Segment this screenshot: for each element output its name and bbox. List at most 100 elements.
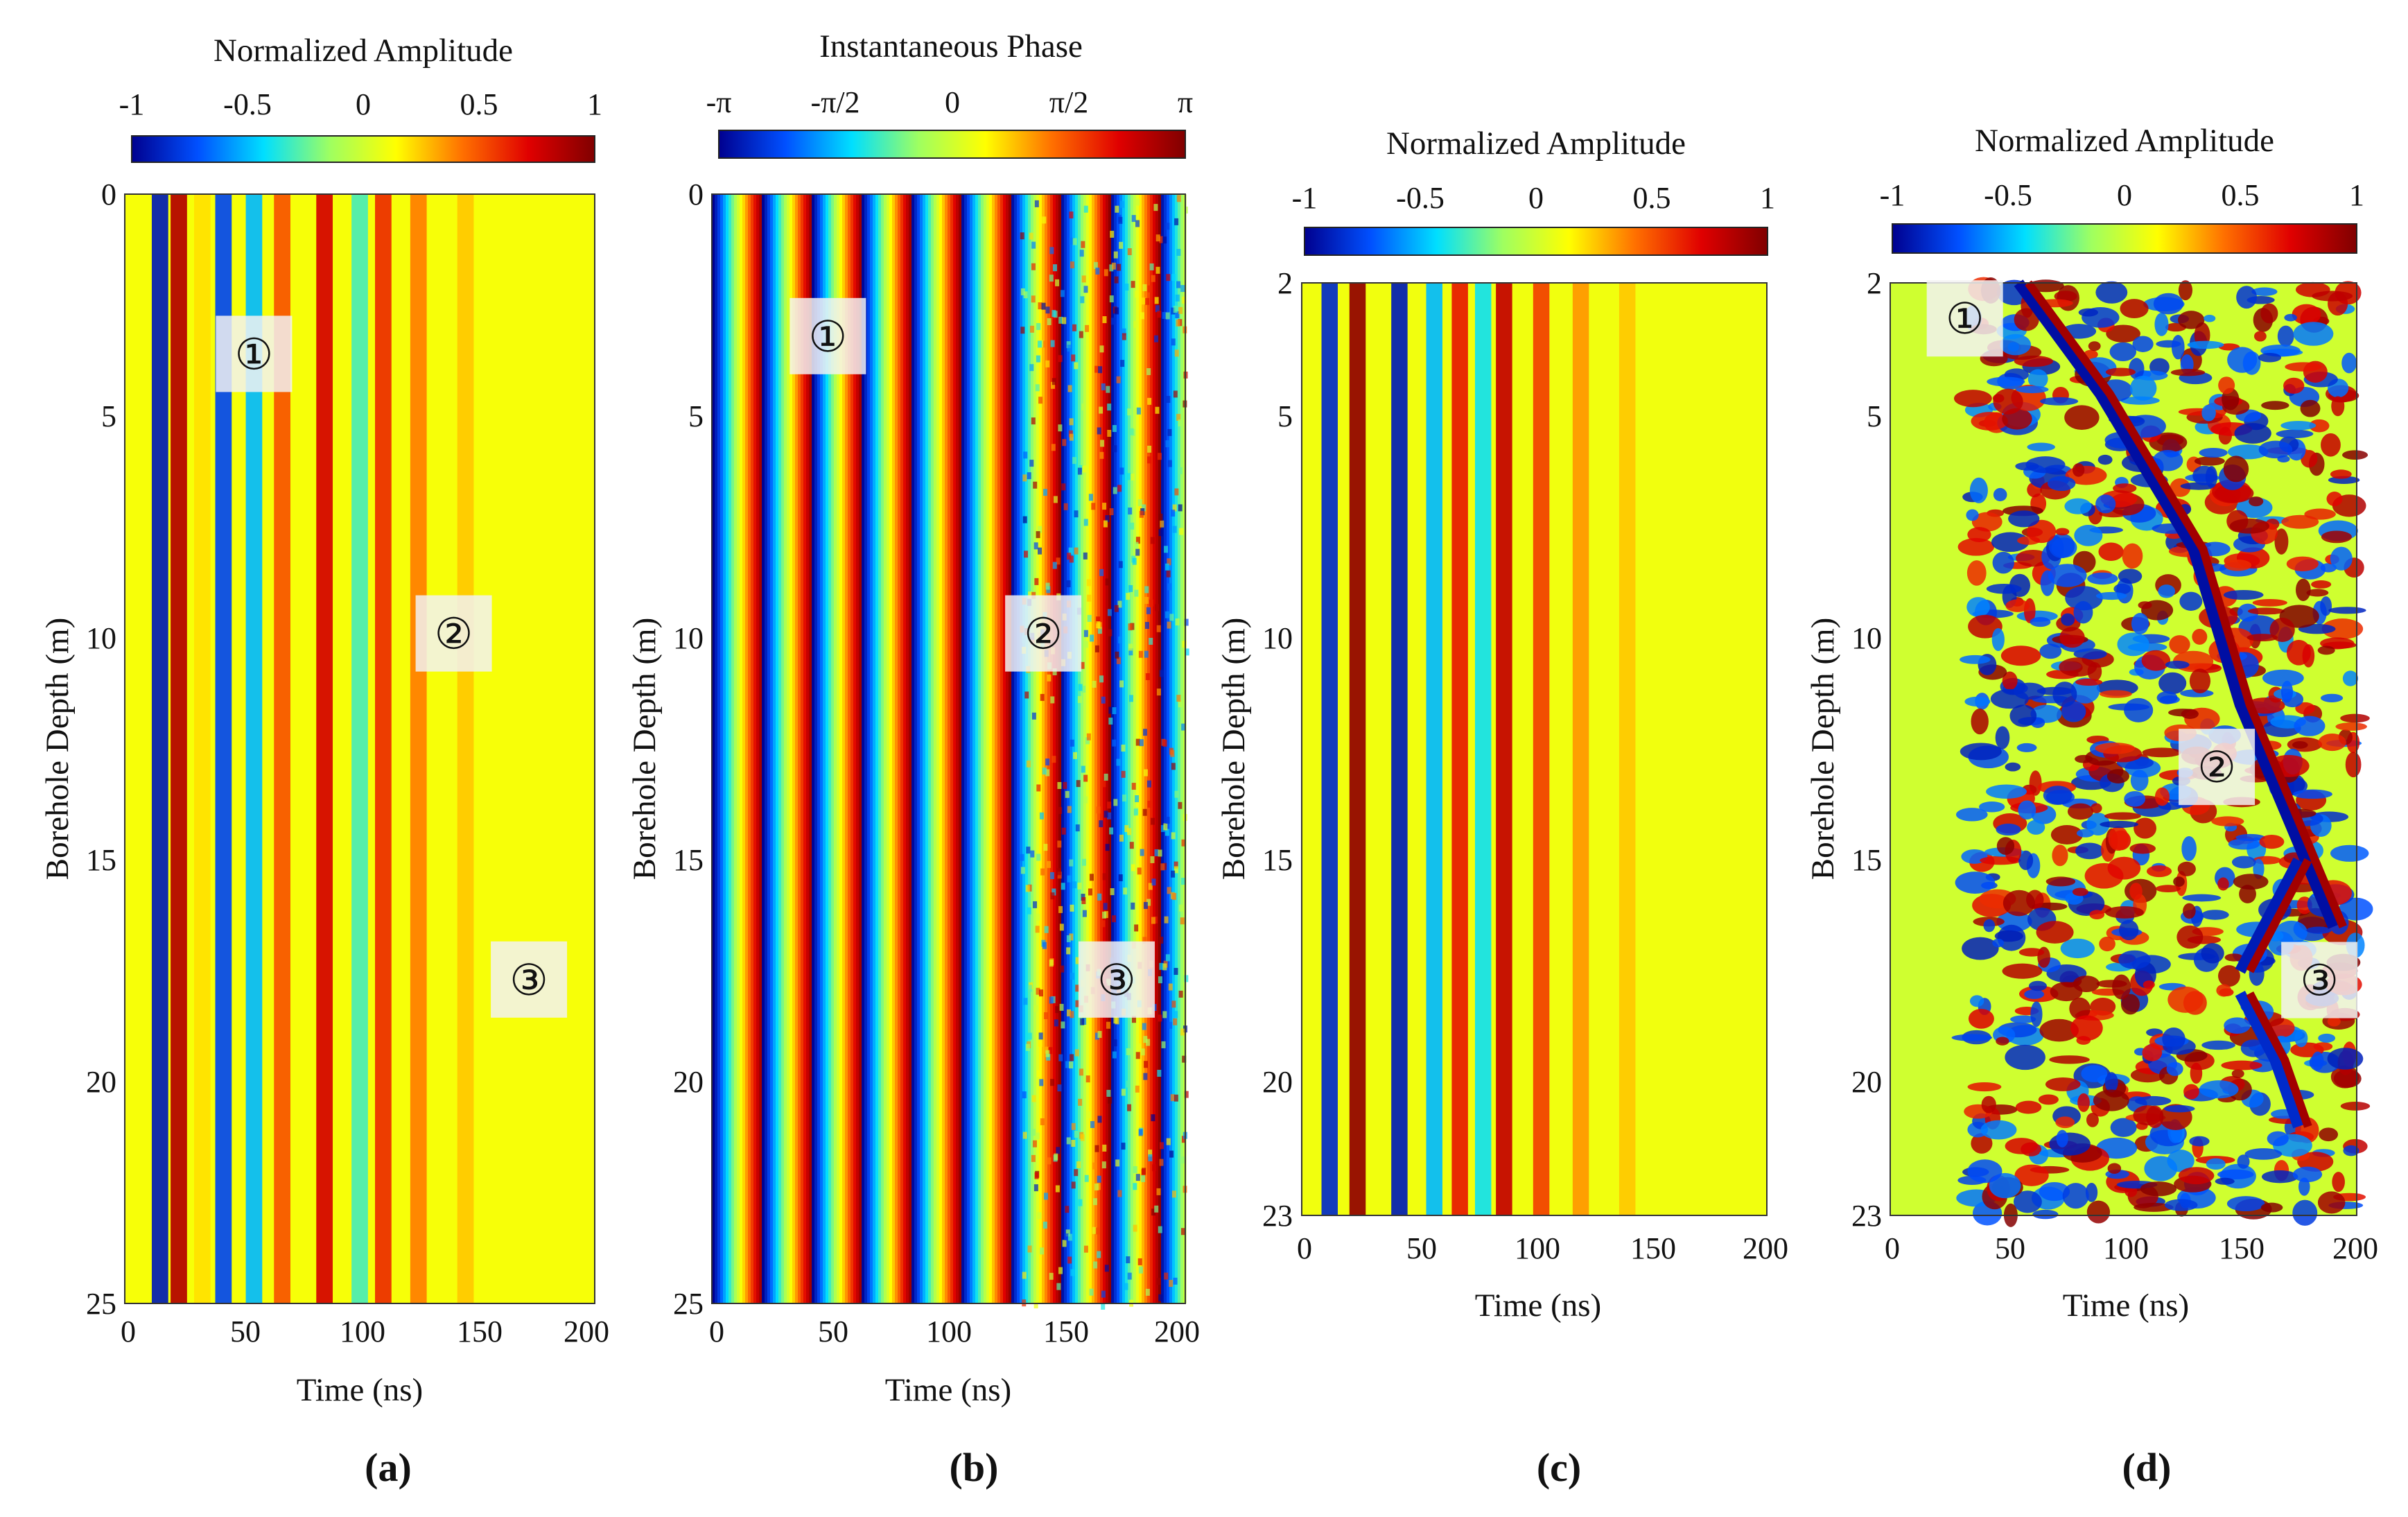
heatmap-noise — [1083, 286, 1088, 293]
heatmap-noise — [1175, 311, 1180, 319]
heatmap-noise — [1131, 215, 1136, 223]
heatmap-noise — [1162, 311, 1167, 319]
heatmap-blob — [2049, 1055, 2090, 1064]
heatmap-band — [274, 194, 290, 1303]
markers: ① ② ③ — [1926, 280, 2358, 1018]
heatmap-band — [1142, 194, 1145, 1303]
heatmap-noise — [1045, 1050, 1050, 1057]
heatmap-noise — [1156, 1278, 1161, 1285]
heatmap-noise — [1144, 597, 1149, 605]
heatmap-blob — [2201, 404, 2216, 422]
heatmap-band — [1017, 194, 1020, 1303]
heatmap-band — [828, 194, 832, 1303]
heatmap-blob — [2008, 510, 2040, 528]
heatmap-noise — [1120, 360, 1125, 367]
heatmap-band — [1092, 194, 1095, 1303]
heatmap-blob — [2258, 353, 2282, 363]
heatmap-noise — [1115, 205, 1119, 213]
heatmap-blob — [2312, 291, 2353, 302]
heatmap-blob — [2330, 844, 2369, 862]
heatmap-noise — [1155, 604, 1160, 612]
heatmap-band — [1000, 194, 1004, 1303]
heatmap-noise — [1062, 317, 1067, 324]
heatmap-band — [767, 194, 771, 1303]
heatmap-noise — [1087, 594, 1092, 602]
heatmap-noise — [1083, 774, 1088, 782]
heatmap-blob — [1967, 527, 1991, 542]
heatmap-blob — [2179, 591, 2203, 611]
heatmap-noise — [1157, 453, 1162, 460]
heatmap-noise — [1174, 488, 1179, 496]
heatmap-blob — [2086, 1200, 2111, 1224]
heatmap-noise — [1103, 520, 1108, 528]
heatmap-noise — [1122, 328, 1126, 336]
panel-label: (b) — [950, 1445, 999, 1490]
heatmap-band — [734, 194, 738, 1303]
heatmap-noise — [1061, 827, 1066, 835]
heatmap-noise — [1135, 198, 1140, 206]
heatmap-noise — [1131, 783, 1136, 790]
heatmap-noise — [1172, 892, 1177, 900]
heatmap-band — [1061, 194, 1065, 1303]
x-tick-label: 150 — [2219, 1231, 2265, 1265]
heatmap-blob — [1969, 995, 1984, 1007]
x-axis-title: Time (ns) — [2063, 1288, 2189, 1324]
heatmap-blob — [2183, 903, 2196, 919]
heatmap-blob — [2131, 613, 2149, 634]
heatmap-noise — [1036, 322, 1041, 330]
heatmap-noise — [1078, 684, 1083, 691]
heatmap-blob — [2095, 591, 2127, 600]
heatmap-noise — [1120, 200, 1125, 208]
heatmap-blob — [2296, 578, 2311, 602]
y-tick-label: 20 — [673, 1065, 704, 1099]
heatmap-blob — [2306, 589, 2329, 597]
heatmap-noise — [1174, 861, 1178, 869]
heatmap-band — [795, 194, 799, 1303]
heatmap-band — [939, 194, 943, 1303]
heatmap-noise — [1171, 763, 1176, 770]
y-tick-label: 2 — [1867, 266, 1882, 300]
heatmap-noise — [1101, 383, 1106, 390]
heatmap-band — [1033, 194, 1037, 1303]
heatmap-blob — [2130, 770, 2149, 792]
heatmap-noise — [1067, 345, 1072, 352]
heatmap-blob — [2122, 543, 2143, 569]
heatmap-noise — [1134, 541, 1139, 549]
heatmap-noise — [1159, 1142, 1164, 1150]
heatmap-noise — [1070, 261, 1075, 269]
heatmap-noise — [1086, 1111, 1091, 1118]
heatmap-noise — [1135, 1085, 1140, 1093]
heatmap-noise — [1144, 622, 1149, 630]
y-tick-label: 15 — [673, 843, 704, 877]
heatmap-blob — [2120, 994, 2140, 1015]
heatmap-noise — [1029, 460, 1034, 467]
heatmap-noise — [1113, 799, 1118, 806]
heatmap-noise — [1102, 503, 1107, 510]
heatmap-noise — [1159, 236, 1164, 243]
heatmap-blob — [2178, 1167, 2215, 1185]
heatmap-blob — [2050, 825, 2084, 844]
heatmap-noise — [1049, 247, 1054, 254]
heatmap-noise — [1052, 888, 1056, 896]
heatmap-noise — [1160, 825, 1165, 833]
heatmap-blob — [2292, 789, 2332, 799]
heatmap-band — [1045, 194, 1048, 1303]
heatmap-noise — [1109, 827, 1114, 835]
heatmap-blob — [2087, 572, 2118, 585]
heatmap-blob — [2056, 1129, 2068, 1147]
heatmap-noise — [1109, 508, 1114, 516]
heatmap-noise — [1151, 878, 1156, 886]
heatmap-blob — [2267, 1131, 2289, 1147]
colorbar-tick-label: -1 — [1292, 181, 1318, 215]
colorbar-title: Instantaneous Phase — [819, 28, 1083, 64]
heatmap-noise — [1163, 823, 1168, 831]
heatmap-noise — [1075, 824, 1080, 832]
heatmap-blob — [2167, 1150, 2195, 1172]
heatmap-blob — [2005, 1138, 2038, 1154]
y-tick-label: 10 — [673, 621, 704, 655]
heatmap-noise — [1075, 985, 1080, 992]
heatmap-blob — [2223, 589, 2264, 600]
heatmap-blob — [2283, 377, 2305, 394]
heatmap-blob — [2055, 528, 2070, 536]
heatmap-blob — [2335, 722, 2367, 731]
